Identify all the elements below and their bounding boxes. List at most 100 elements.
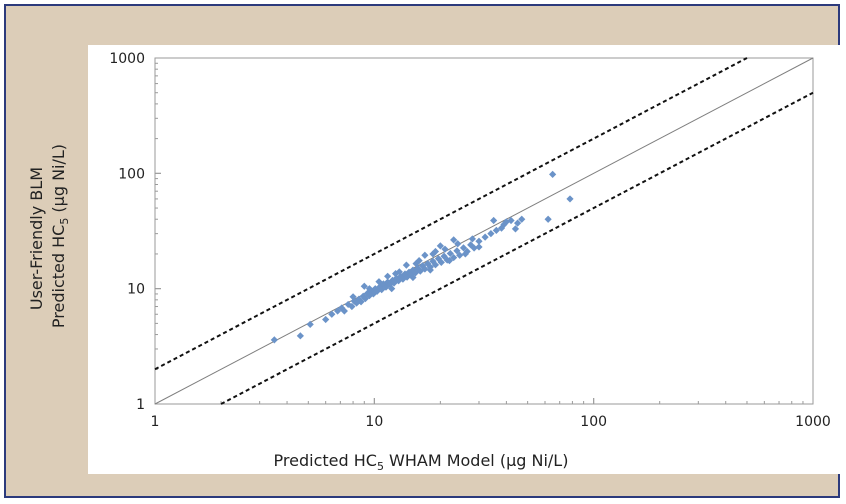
data-point	[453, 247, 461, 255]
reference-lines	[154, 57, 814, 405]
data-point	[459, 244, 468, 252]
data-point	[475, 237, 483, 245]
x-tick-labels: 1 10 100 1000	[151, 414, 831, 430]
data-point	[487, 230, 495, 238]
y-axis-title-subscript: 5	[58, 218, 71, 225]
data-point	[365, 292, 374, 300]
y-axis-title-line2-main: Predicted HC	[49, 225, 68, 328]
data-point	[440, 252, 448, 260]
x-axis-title-units: WHAM Model (µg Ni/L)	[384, 451, 569, 470]
data-point	[322, 315, 330, 324]
data-point	[388, 285, 396, 293]
data-point	[352, 299, 361, 307]
x-tick-label: 1000	[795, 414, 831, 430]
x-tick-label: 1	[151, 414, 160, 430]
data-point	[391, 270, 400, 278]
x-axis-title-main: Predicted HC	[274, 451, 377, 470]
chart-frame: 1 10 100 1000 1 10 100 1000 Predicted HC5 WHAM…	[4, 4, 842, 498]
x-axis-title-subscript: 5	[377, 460, 384, 473]
data-point	[373, 287, 381, 295]
data-point	[424, 259, 432, 268]
data-point	[360, 282, 368, 290]
data-point	[514, 219, 522, 227]
data-point	[361, 295, 369, 303]
data-point	[507, 216, 515, 225]
data-point	[399, 275, 407, 283]
minor-ticks	[154, 57, 814, 405]
data-point	[429, 250, 437, 258]
data-point	[409, 273, 417, 282]
data-point	[367, 287, 376, 295]
plot-background	[88, 45, 842, 474]
data-point	[463, 247, 471, 256]
data-point	[490, 216, 498, 225]
data-point	[456, 251, 464, 259]
plot-frame	[154, 57, 814, 405]
data-point	[450, 253, 458, 262]
data-point	[349, 293, 357, 301]
data-point	[403, 273, 411, 281]
data-point	[431, 261, 440, 269]
data-point	[500, 220, 508, 229]
data-point	[328, 310, 336, 318]
data-point	[511, 225, 520, 233]
y-axis-title-units: (µg Ni/L)	[49, 144, 68, 218]
data-point	[436, 242, 444, 250]
data-point	[426, 266, 434, 274]
data-point	[492, 226, 500, 235]
data-point	[467, 241, 475, 249]
data-point	[338, 304, 346, 312]
data-point	[446, 249, 454, 258]
data-points	[270, 170, 574, 344]
data-point	[296, 332, 304, 340]
data-point	[409, 266, 417, 274]
data-point	[415, 257, 423, 265]
data-point	[359, 292, 367, 300]
data-point	[429, 257, 437, 265]
data-point	[306, 320, 314, 328]
data-point	[518, 215, 526, 223]
y-tick-label: 1000	[109, 51, 145, 67]
data-point	[421, 265, 429, 273]
data-point	[437, 258, 445, 266]
data-point	[375, 278, 383, 286]
data-point	[481, 233, 489, 241]
data-point	[416, 267, 424, 275]
x-tick-label: 100	[580, 414, 607, 430]
data-point	[566, 195, 574, 203]
data-point	[544, 215, 552, 223]
data-point	[461, 250, 469, 258]
data-point	[411, 269, 420, 277]
y-tick-label: 100	[118, 166, 145, 182]
data-point	[468, 235, 477, 243]
data-point	[390, 279, 398, 287]
y-tick-labels: 1 10 100 1000	[109, 51, 145, 413]
data-point	[386, 280, 394, 288]
data-point	[384, 272, 392, 280]
x-tick-label: 10	[365, 414, 383, 430]
data-point	[397, 272, 405, 280]
data-point	[431, 247, 440, 256]
data-point	[348, 302, 356, 311]
reference-line-1-1	[154, 57, 814, 405]
data-point	[357, 298, 365, 306]
data-point	[450, 236, 458, 244]
data-point	[475, 243, 483, 251]
data-point	[549, 170, 557, 178]
data-point	[270, 336, 278, 344]
data-point	[441, 245, 449, 253]
data-point	[355, 295, 363, 303]
data-point	[402, 261, 410, 269]
x-axis-title: Predicted HC5 WHAM Model (µg Ni/L)	[274, 451, 569, 473]
data-point	[470, 244, 478, 252]
data-point	[340, 307, 348, 315]
y-tick-label: 10	[127, 282, 145, 298]
y-axis-title: User-Friendly BLM Predicted HC5 (µg Ni/L…	[27, 144, 71, 328]
data-point	[371, 285, 379, 293]
data-point	[445, 257, 454, 265]
y-tick-label: 1	[136, 397, 145, 413]
data-point	[365, 285, 374, 293]
data-point	[454, 240, 462, 248]
data-point	[502, 218, 510, 226]
